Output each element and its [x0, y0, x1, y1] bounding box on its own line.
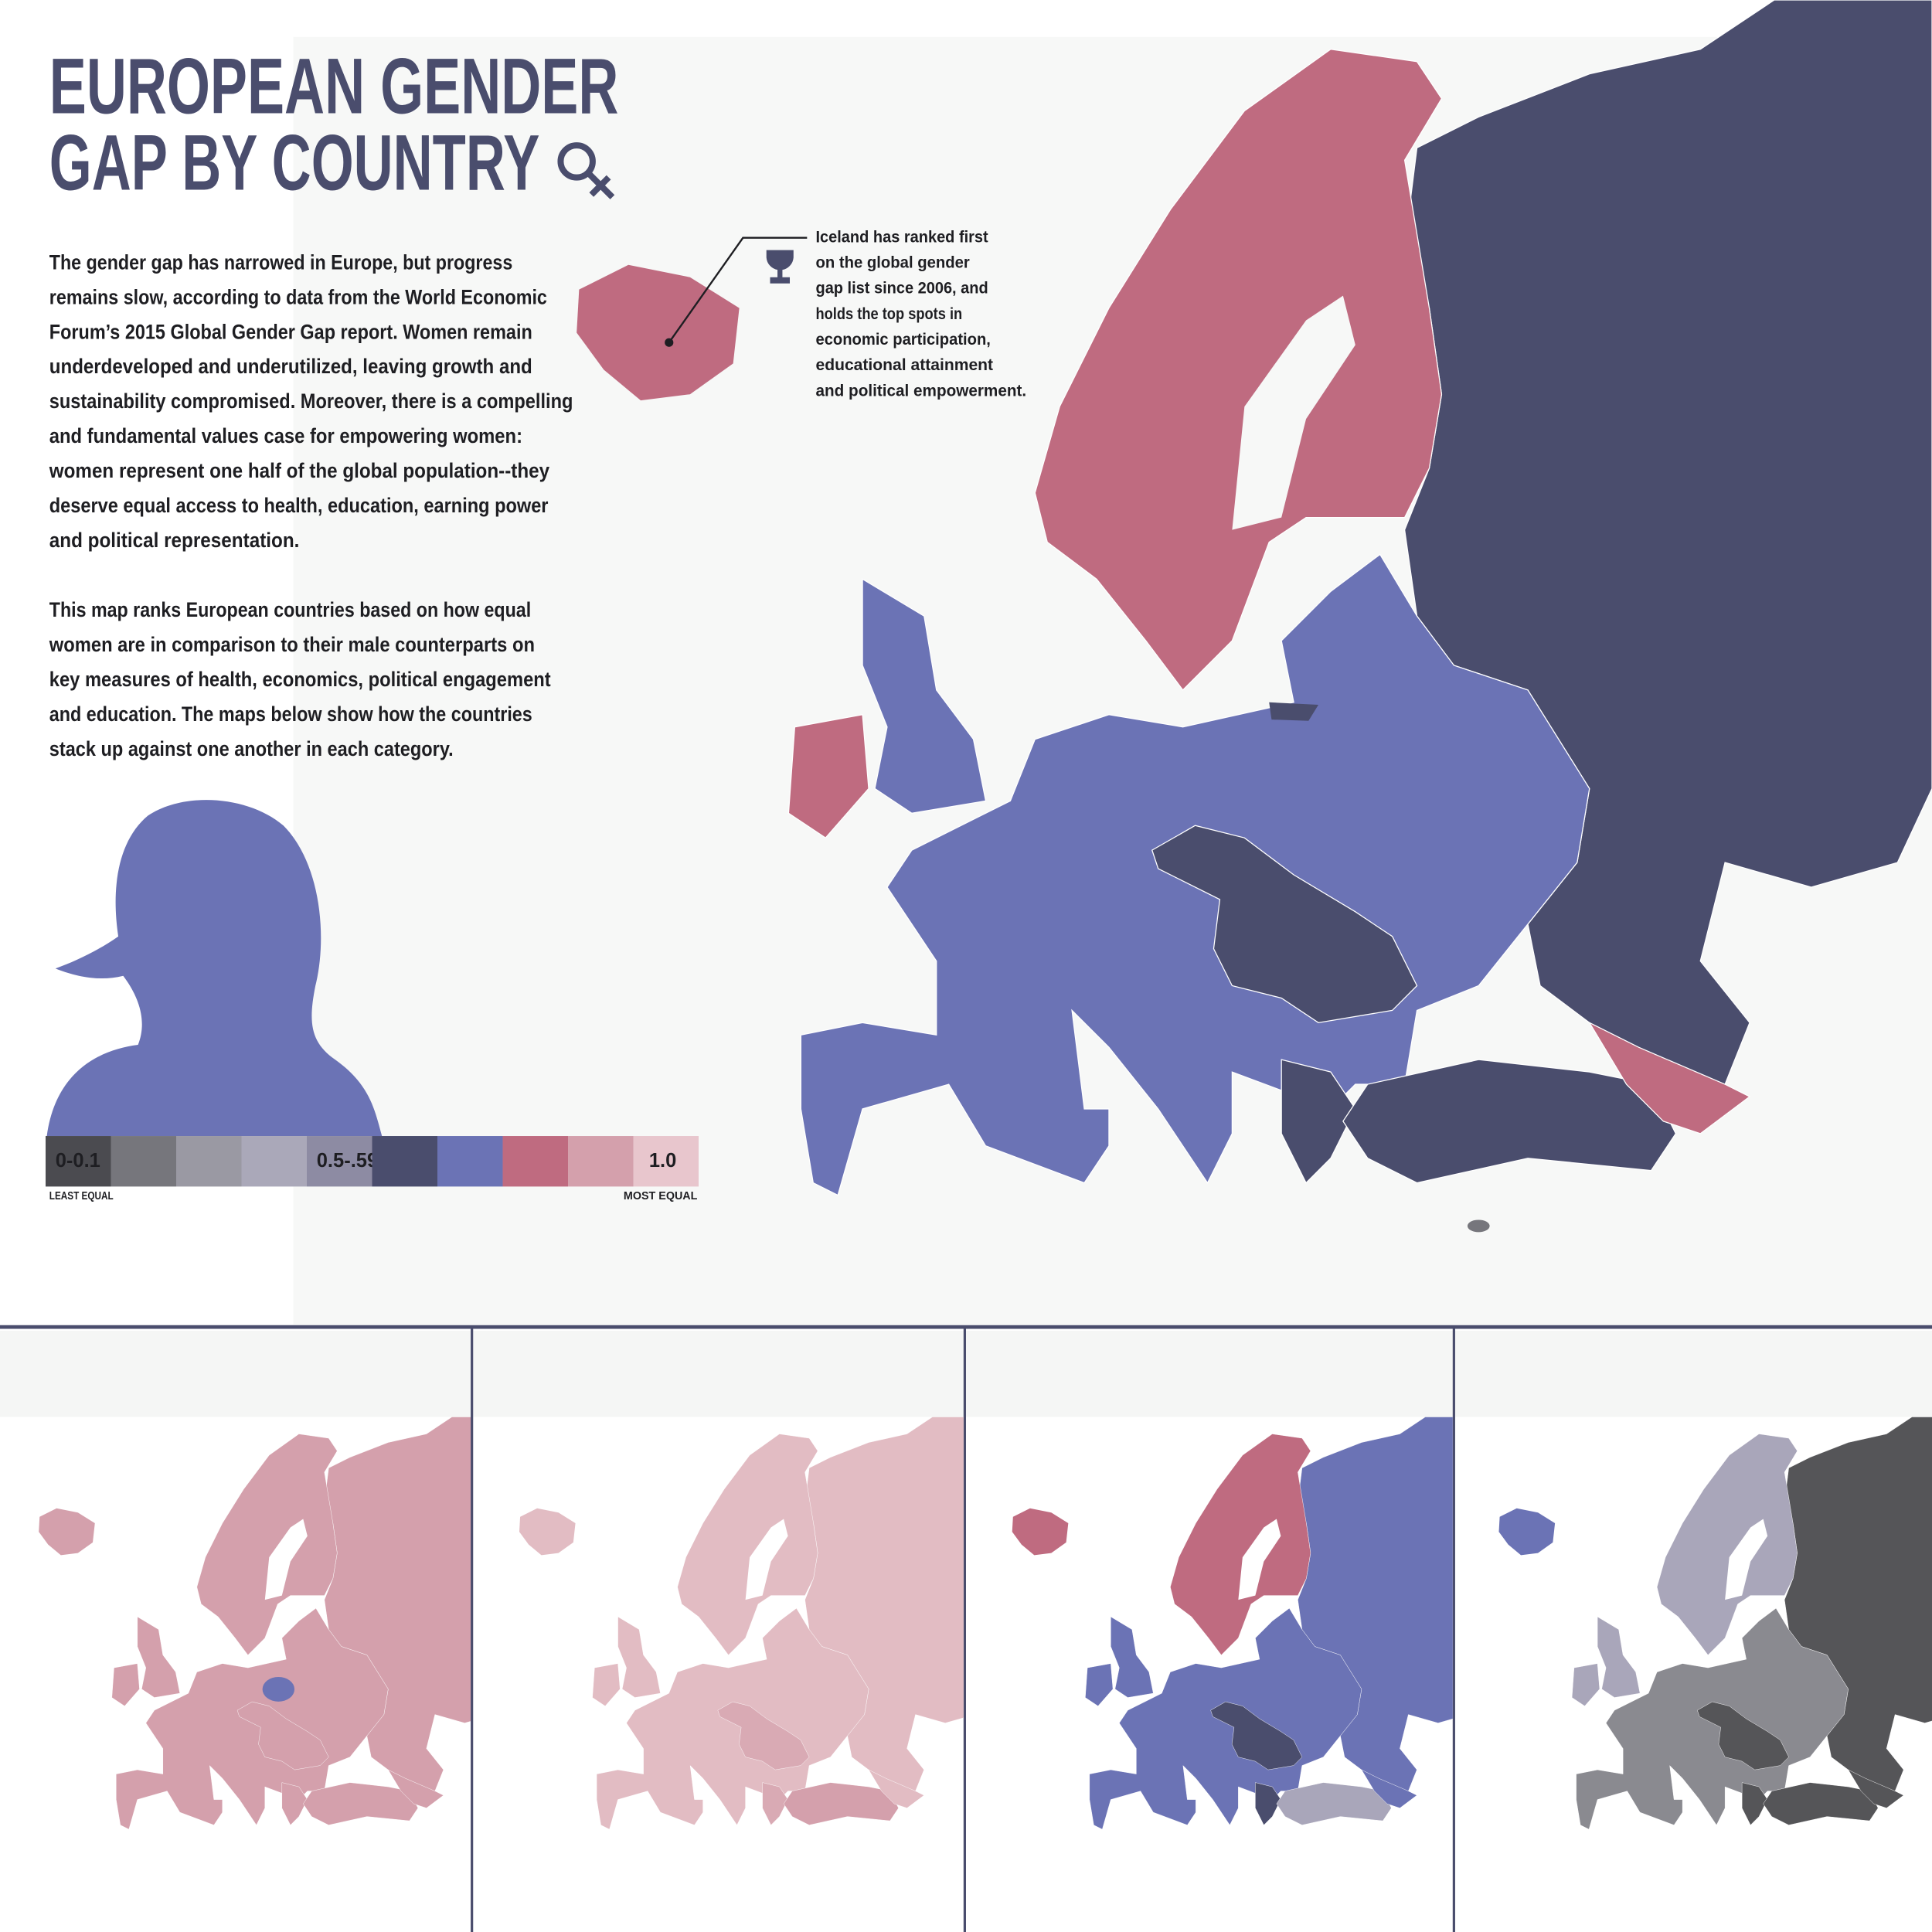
female-symbol — [557, 142, 615, 199]
intro-line: and political representation. — [49, 528, 300, 552]
economic-map — [1012, 1417, 1453, 1830]
intro-line: The gender gap has narrowed in Europe, b… — [49, 250, 512, 274]
legend-swatch — [241, 1136, 308, 1187]
legend-swatch — [633, 1136, 699, 1187]
intro-line: sustainability compromised. Moreover, th… — [49, 389, 573, 413]
title: GAP BY COUNTRY — [49, 118, 540, 206]
intro-line: Forum’s 2015 Global Gender Gap report. W… — [49, 319, 532, 343]
intro-line: women represent one half of the global p… — [49, 458, 549, 482]
education-map — [519, 1417, 964, 1830]
intro-line: and education. The maps below show how t… — [49, 702, 532, 726]
legend-label: 0-0.1 — [56, 1150, 100, 1172]
legend-label: 0.5-.59 — [317, 1150, 378, 1172]
intro-line: stack up against one another in each cat… — [49, 736, 454, 760]
legend-swatch — [568, 1136, 634, 1187]
legend-swatch — [372, 1136, 438, 1187]
intro-line: remains slow, according to data from the… — [49, 284, 547, 308]
political-map — [1498, 1417, 1932, 1830]
title: EUROPEAN GENDER — [49, 43, 619, 131]
woman-silhouette — [46, 800, 383, 1137]
trophy-icon — [766, 250, 794, 284]
health-map — [38, 1417, 471, 1830]
intro-line: This map ranks European countries based … — [49, 597, 531, 621]
legend-low-label: LEAST EQUAL — [49, 1190, 114, 1202]
annotation-line: economic participation, — [815, 330, 990, 349]
legend-swatch — [175, 1136, 242, 1187]
legend-swatch — [45, 1136, 111, 1187]
legend-high-label: MOST EQUAL — [624, 1190, 698, 1202]
annotation-line: holds the top spots in — [815, 304, 962, 323]
intro-line: underdeveloped and underutilized, leavin… — [49, 354, 532, 378]
annotation-line: and political empowerment. — [815, 381, 1026, 400]
panel-separators — [471, 1327, 1455, 1932]
legend-label: 1.0 — [649, 1150, 676, 1172]
main-map — [576, 0, 1932, 1233]
legend-swatch — [437, 1136, 503, 1187]
legend-swatch — [111, 1136, 176, 1187]
annotation-line: on the global gender — [815, 253, 970, 272]
intro-line: key measures of health, economics, polit… — [49, 667, 551, 691]
annotation-line: educational attainment — [815, 355, 993, 374]
intro-line: and fundamental values case for empoweri… — [49, 423, 522, 447]
intro-line: women are in comparison to their male co… — [49, 632, 535, 656]
annotation-line: Iceland has ranked first — [815, 227, 988, 246]
legend-swatch — [307, 1136, 372, 1187]
callout — [665, 236, 808, 347]
intro-line: deserve equal access to health, educatio… — [49, 493, 549, 517]
annotation-line: gap list since 2006, and — [815, 279, 988, 298]
legend-swatch — [502, 1136, 569, 1187]
